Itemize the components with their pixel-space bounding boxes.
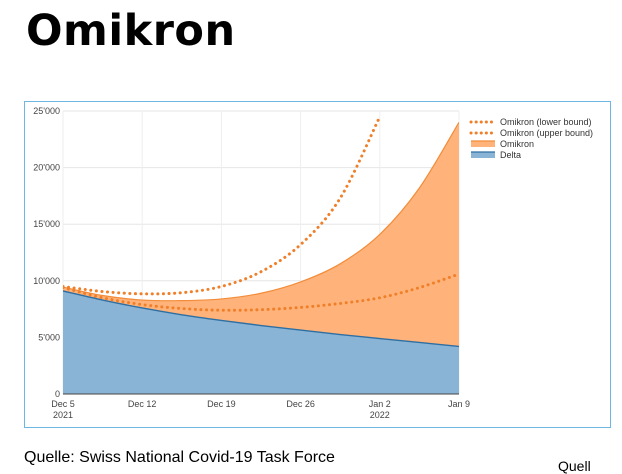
x-tick-label-2: Dec 19 (207, 399, 236, 409)
x-tick-label-3: Dec 26 (286, 399, 315, 409)
x-tick-sublabel-4: 2022 (370, 410, 390, 420)
source-caption: Quelle: Swiss National Covid-19 Task For… (24, 449, 335, 466)
x-tick-sublabel-0: 2021 (53, 410, 73, 420)
corner-text: Quell (558, 458, 591, 474)
legend-swatch-3 (471, 152, 495, 158)
x-tick-label-1: Dec 12 (128, 399, 157, 409)
page-title: Omikron (26, 6, 236, 56)
y-tick-label-0: 0 (55, 389, 60, 399)
x-tick-label-4: Jan 2 (369, 399, 391, 409)
series-line-omikron (63, 122, 459, 302)
series-area-delta (63, 290, 459, 394)
legend-label-0: Omikron (lower bound) (500, 117, 592, 127)
series-line-delta (63, 290, 459, 348)
x-tick-label-5: Jan 9 (448, 399, 470, 409)
y-tick-label-4: 20'000 (33, 163, 60, 173)
legend-label-3: Delta (500, 150, 521, 160)
y-tick-label-1: 5'000 (38, 332, 60, 342)
legend-label-1: Omikron (upper bound) (500, 128, 593, 138)
y-tick-label-3: 15'000 (33, 219, 60, 229)
chart-frame: 0 5'000 10'000 15'000 20'000 25'000 Dec 5 2021 D… (24, 101, 611, 428)
y-tick-label-5: 25'000 (33, 106, 60, 116)
x-tick-label-0: Dec 5 (51, 399, 75, 409)
legend-label-2: Omikron (500, 139, 534, 149)
legend-swatch-2 (471, 141, 495, 147)
y-tick-label-2: 10'000 (33, 276, 60, 286)
series-line-bound-1 (63, 272, 459, 312)
